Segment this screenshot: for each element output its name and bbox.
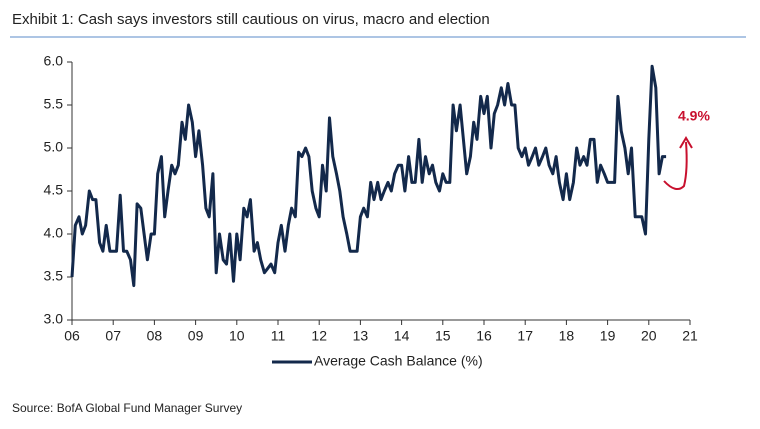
x-tick-label: 06 [64,328,80,344]
x-tick-label: 21 [682,328,698,344]
series-line [70,64,667,288]
x-tick-label: 15 [435,328,451,344]
y-tick-label: 3.5 [44,268,64,284]
x-tick-label: 17 [517,328,533,344]
y-tick-label: 5.0 [44,139,64,155]
x-tick-label: 09 [188,328,204,344]
x-tick-label: 13 [353,328,369,344]
x-tick-label: 19 [600,328,616,344]
y-tick-label: 5.5 [44,96,64,112]
x-tick-label: 08 [147,328,163,344]
y-tick-label: 3.0 [44,311,64,327]
x-tick-label: 20 [641,328,657,344]
x-tick-label: 18 [559,328,575,344]
y-tick-label: 6.0 [44,53,64,69]
source: Source: BofA Global Fund Manager Survey [12,401,242,415]
y-tick-label: 4.5 [44,182,64,198]
x-tick-label: 07 [105,328,121,344]
x-tick-label: 11 [271,328,286,344]
annotation: 4.9% [678,108,710,124]
x-tick-label: 12 [311,328,327,344]
y-tick-label: 4.0 [44,225,64,241]
x-tick-label: 14 [394,328,410,344]
arrow-head [679,136,693,149]
x-tick-label: 10 [229,328,245,344]
annotation-arrow [663,141,688,191]
x-tick-label: 16 [476,328,492,344]
legend-label: Average Cash Balance (%) [314,353,483,369]
chart-title: Exhibit 1: Cash says investors still cau… [12,11,490,28]
